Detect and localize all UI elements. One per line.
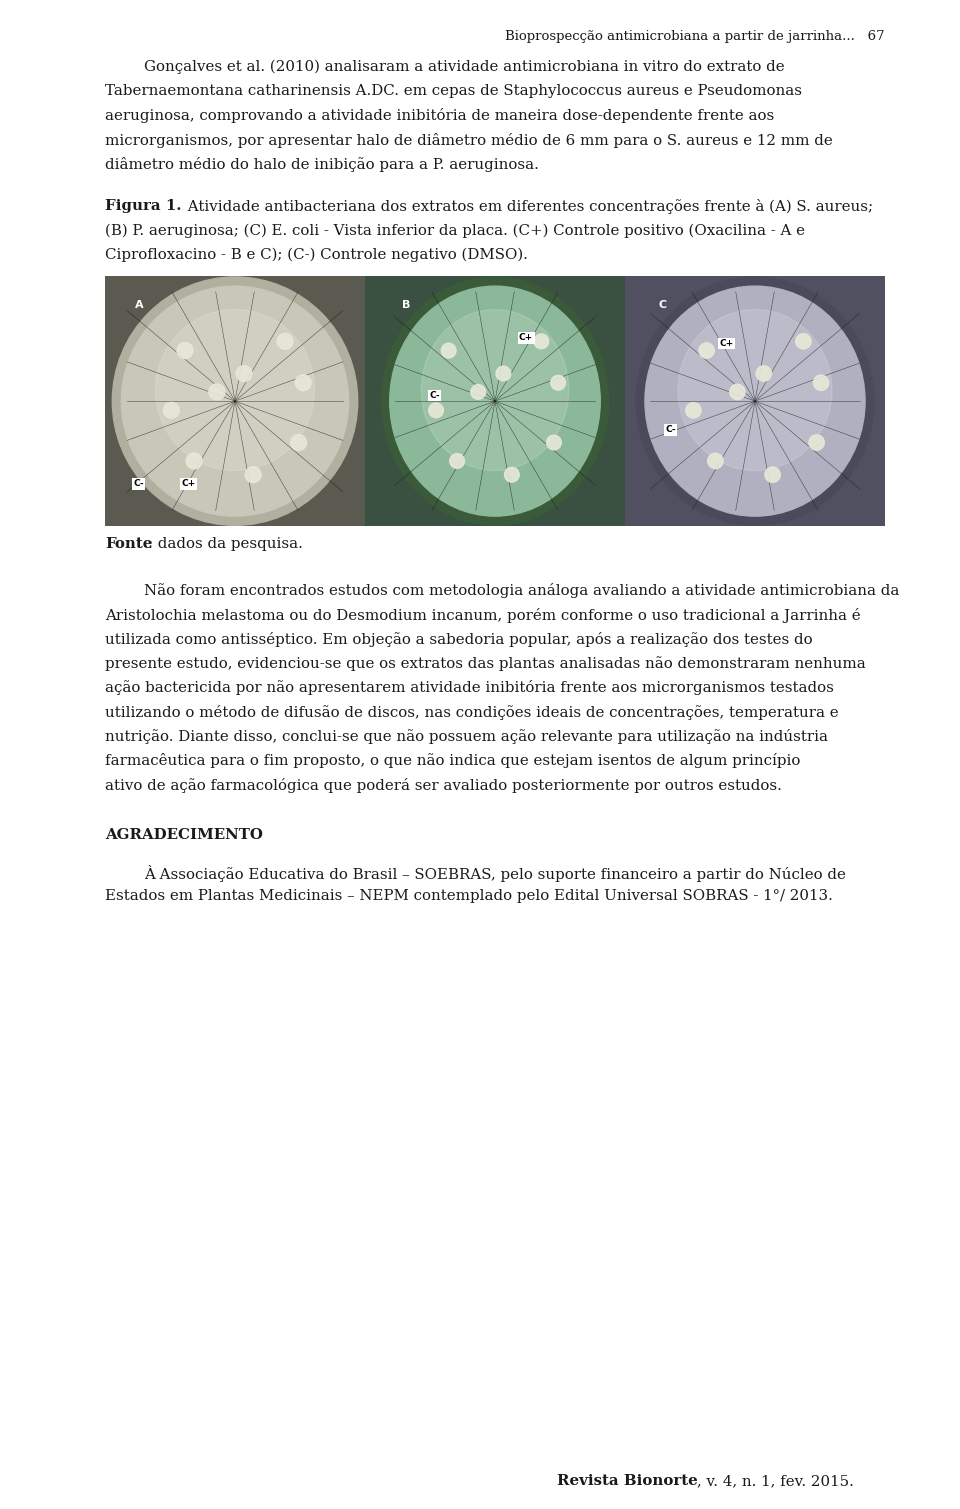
Text: Aristolochia melastoma ou do Desmodium incanum, porém conforme o uso tradicional: Aristolochia melastoma ou do Desmodium i… — [105, 608, 860, 623]
Text: farmacêutica para o fim proposto, o que não indica que estejam isentos de algum : farmacêutica para o fim proposto, o que … — [105, 753, 801, 768]
Ellipse shape — [177, 343, 193, 359]
Ellipse shape — [186, 453, 202, 469]
Ellipse shape — [291, 435, 306, 451]
Bar — [105, 276, 365, 527]
Text: Ciprofloxacino - B e C); (C-) Controle negativo (DMSO).: Ciprofloxacino - B e C); (C-) Controle n… — [105, 247, 528, 263]
Ellipse shape — [236, 365, 252, 382]
Text: aeruginosa, comprovando a atividade inibitória de maneira dose-dependente frente: aeruginosa, comprovando a atividade inib… — [105, 109, 775, 124]
Ellipse shape — [421, 309, 568, 471]
Text: , v. 4, n. 1, fev. 2015.: , v. 4, n. 1, fev. 2015. — [697, 1474, 853, 1488]
Ellipse shape — [504, 468, 519, 481]
Text: Atividade antibacteriana dos extratos em diferentes concentrações frente à (A) S: Atividade antibacteriana dos extratos em… — [183, 199, 874, 214]
Bar — [365, 276, 625, 527]
Ellipse shape — [756, 365, 772, 382]
Text: C+: C+ — [719, 340, 733, 349]
Ellipse shape — [534, 333, 549, 349]
Ellipse shape — [277, 333, 293, 349]
Ellipse shape — [813, 376, 828, 391]
Text: B: B — [402, 300, 411, 309]
Text: Revista Bionorte: Revista Bionorte — [558, 1474, 698, 1488]
Text: utilizada como antisséptico. Em objeção a sabedoria popular, após a realização d: utilizada como antisséptico. Em objeção … — [105, 632, 812, 647]
Ellipse shape — [470, 385, 486, 400]
Ellipse shape — [685, 403, 701, 418]
Ellipse shape — [730, 385, 745, 400]
Text: Fonte: Fonte — [105, 537, 153, 551]
Text: presente estudo, evidenciou-se que os extratos das plantas analisadas não demons: presente estudo, evidenciou-se que os ex… — [105, 656, 866, 672]
Ellipse shape — [645, 287, 865, 516]
Text: Tabernaemontana catharinensis A.DC. em cepas de Staphylococcus aureus e Pseudomo: Tabernaemontana catharinensis A.DC. em c… — [105, 85, 802, 98]
Text: Figura 1.: Figura 1. — [105, 199, 181, 213]
Text: : dados da pesquisa.: : dados da pesquisa. — [149, 537, 303, 551]
Ellipse shape — [765, 466, 780, 483]
Text: C-: C- — [133, 480, 144, 489]
Text: À Associação Educativa do Brasil – SOEBRAS, pelo suporte financeiro a partir do : À Associação Educativa do Brasil – SOEBR… — [144, 865, 846, 881]
Text: diâmetro médio do halo de inibição para a P. aeruginosa.: diâmetro médio do halo de inibição para … — [105, 157, 539, 172]
Text: C+: C+ — [181, 480, 196, 489]
Text: utilizando o método de difusão de discos, nas condições ideais de concentrações,: utilizando o método de difusão de discos… — [105, 705, 839, 720]
Ellipse shape — [496, 367, 511, 380]
Text: microrganismos, por apresentar halo de diâmetro médio de 6 mm para o S. aureus e: microrganismos, por apresentar halo de d… — [105, 133, 832, 148]
Text: Bioprospecção antimicrobiana a partir de jarrinha...   67: Bioprospecção antimicrobiana a partir de… — [505, 30, 885, 42]
Text: ação bactericida por não apresentarem atividade inibitória frente aos microrgani: ação bactericida por não apresentarem at… — [105, 681, 834, 696]
Ellipse shape — [551, 376, 565, 391]
Text: ativo de ação farmacológica que poderá ser avaliado posteriormente por outros es: ativo de ação farmacológica que poderá s… — [105, 777, 781, 792]
Ellipse shape — [699, 343, 714, 358]
Ellipse shape — [429, 403, 444, 418]
Text: Não foram encontrados estudos com metodologia análoga avaliando a atividade anti: Não foram encontrados estudos com metodo… — [144, 584, 900, 598]
Ellipse shape — [442, 343, 456, 358]
Ellipse shape — [163, 403, 180, 418]
Text: C-: C- — [665, 426, 676, 435]
Ellipse shape — [209, 383, 225, 400]
Ellipse shape — [708, 453, 723, 469]
Ellipse shape — [121, 287, 348, 516]
Text: Estados em Plantas Medicinais – NEPM contemplado pelo Edital Universal SOBRAS - : Estados em Plantas Medicinais – NEPM con… — [105, 889, 833, 902]
Ellipse shape — [546, 435, 562, 450]
Text: A: A — [135, 300, 144, 309]
Text: AGRADECIMENTO: AGRADECIMENTO — [105, 828, 263, 842]
Text: nutrição. Diante disso, conclui-se que não possuem ação relevante para utilizaçã: nutrição. Diante disso, conclui-se que n… — [105, 729, 828, 744]
Ellipse shape — [449, 454, 465, 468]
Text: C-: C- — [429, 391, 440, 400]
Ellipse shape — [809, 435, 825, 450]
Ellipse shape — [796, 333, 811, 349]
Ellipse shape — [112, 278, 358, 525]
Text: Gonçalves et al. (2010) analisaram a atividade antimicrobiana in vitro do extrat: Gonçalves et al. (2010) analisaram a ati… — [144, 60, 784, 74]
Ellipse shape — [390, 287, 600, 516]
Text: C+: C+ — [519, 333, 533, 343]
Text: (B) P. aeruginosa; (C) E. coli - Vista inferior da placa. (C+) Controle positivo: (B) P. aeruginosa; (C) E. coli - Vista i… — [105, 223, 805, 237]
Ellipse shape — [381, 278, 609, 525]
Ellipse shape — [245, 466, 261, 483]
Text: C: C — [659, 300, 666, 309]
Ellipse shape — [156, 309, 315, 471]
Ellipse shape — [296, 374, 311, 391]
Ellipse shape — [678, 309, 832, 471]
Bar — [625, 276, 885, 527]
Ellipse shape — [636, 278, 874, 525]
